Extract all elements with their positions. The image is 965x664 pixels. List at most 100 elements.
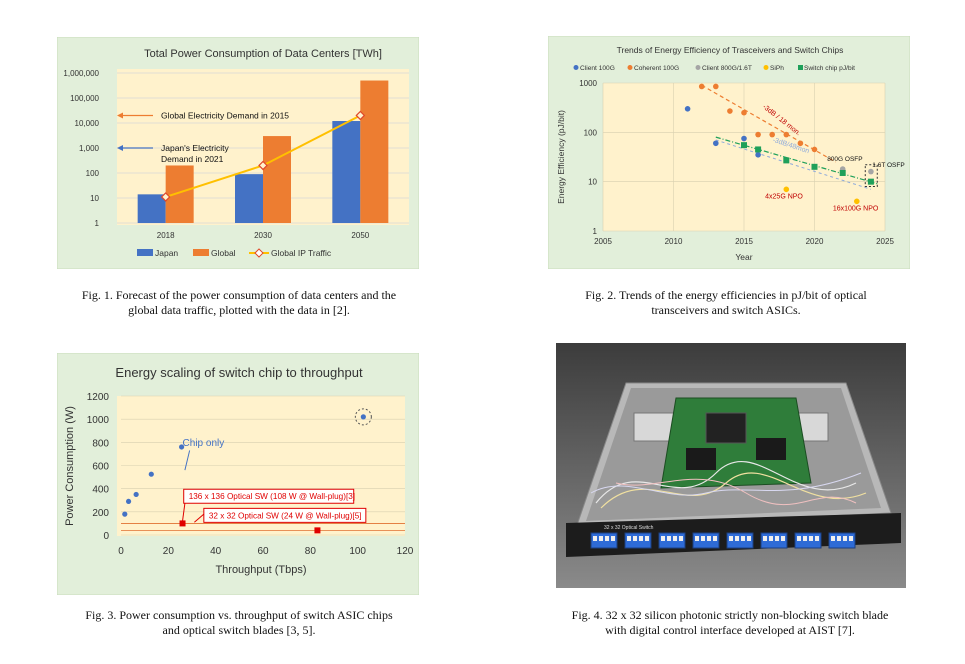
fig2-y-tick-label: 1: [593, 227, 598, 236]
fig3-x-tick-label: 60: [257, 546, 269, 557]
fig3-y-tick-label: 200: [92, 508, 109, 519]
fig2-annotation-16x100g: 16x100G NPO: [833, 206, 879, 213]
fiber-port-slot: [713, 536, 717, 541]
fiber-port-slot: [701, 536, 705, 541]
fig2-point-switch: [783, 157, 790, 164]
fiber-port: [828, 532, 856, 549]
fig1-legend: Japan Global Global IP Traffic: [137, 248, 332, 258]
fig2-annotation-16t: 1.6T OSFP: [872, 162, 904, 169]
fig2-x-tick-label: 2010: [665, 237, 683, 246]
fig2-ticks: 1 10 100 1000 2005 2010 2015 2020 2025: [579, 79, 894, 246]
fig3-y-tick-label: 0: [103, 531, 109, 542]
fiber-port-slot: [849, 536, 853, 541]
fig2-legend-marker: [798, 65, 803, 70]
fig1-x-tick-label: 2018: [157, 231, 175, 240]
fiber-port-row: [590, 532, 856, 549]
fig2-legend-marker: [573, 65, 579, 70]
fiber-port-slot: [763, 536, 767, 541]
fig2-point: [684, 105, 691, 112]
fig2-point: [769, 131, 775, 138]
fiber-port-slot: [815, 536, 819, 541]
fiber-port-slot: [679, 536, 683, 541]
fig3-ticks: 0 200 400 600 800 1000 1200 0 20 40 60 80 100 120: [87, 392, 414, 557]
fiber-port-slot: [611, 536, 615, 541]
fiber-port-slot: [775, 536, 779, 541]
fiber-port-slot: [797, 536, 801, 541]
fiber-port: [658, 532, 686, 549]
fig2-point: [727, 108, 733, 114]
fig1-bar-global: [360, 80, 389, 223]
fig1-caption: Fig. 1. Forecast of the power consumptio…: [40, 288, 438, 318]
fig1-caption-line1: Fig. 1. Forecast of the power consumptio…: [81, 288, 397, 302]
fig1-traffic-marker: [258, 160, 268, 171]
fig3-highlight-ring: [354, 408, 372, 426]
fig4-caption-line2: with digital control interface developed…: [605, 623, 855, 637]
fig2-caption-line1: Fig. 2. Trends of the energy efficiencie…: [585, 288, 867, 302]
fig3-annotation-box: [203, 507, 367, 523]
fig1-annotation-label: Japan's Electricity: [161, 143, 230, 153]
fiber-port: [760, 532, 788, 549]
fig1-x-tick-label: 2030: [254, 231, 272, 240]
fiber-port-slot: [645, 536, 649, 541]
fig1-annotations: Global Electricity Demand in 2015 Japan's…: [117, 110, 289, 164]
fig2-gridlines: [602, 82, 886, 232]
fiber-port-slot: [667, 536, 671, 541]
fig3-annotation-136: 136 x 136 Optical SW (108 W @ Wall-plug)…: [189, 492, 355, 501]
fig1-bars: [137, 80, 389, 223]
fig3-ylabel: Power Consumption (W): [64, 406, 76, 526]
fig2-point: [741, 135, 747, 142]
fig1-arrow-head: [117, 112, 123, 119]
fiber-port-slot: [803, 536, 807, 541]
fig2-point: [698, 83, 705, 90]
fiber-port-slot: [605, 536, 609, 541]
fig1-x-tick-label: 2050: [351, 231, 369, 240]
fig1-chart: Total Power Consumption of Data Centers …: [57, 37, 419, 269]
fig3-annotation-box: [183, 488, 355, 504]
fig2-point: [783, 186, 790, 193]
fig1-legend-swatch: [193, 249, 209, 256]
fig1-x-ticks: 2018 2030 2050: [157, 231, 370, 240]
fig1-y-ticks: 1 10 100 1,000 10,000 100,000 1,000,000: [63, 69, 99, 228]
fiber-port-slot: [831, 536, 835, 541]
fig2-legend-label: Client 800G/1.6T: [702, 65, 752, 72]
fig2-x-tick-label: 2015: [735, 237, 753, 246]
fig1-y-tick-label: 1,000: [79, 144, 100, 153]
fiber-port: [590, 532, 618, 549]
fiber-port-slot: [661, 536, 665, 541]
fiber-port-slot: [707, 536, 711, 541]
fig2-y-tick-label: 1000: [579, 79, 597, 88]
fig1-y-tick-label: 1,000,000: [63, 69, 99, 78]
fig2-caption: Fig. 2. Trends of the energy efficiencie…: [520, 288, 932, 318]
fiber-port-slot: [729, 536, 733, 541]
fiber-port-slot: [735, 536, 739, 541]
fig2-point-switch: [811, 163, 818, 170]
fig2-point: [868, 168, 874, 175]
fig2-caption-line2: transceivers and switch ASICs.: [651, 303, 801, 317]
fig1-y-tick-label: 1: [95, 219, 100, 228]
fiber-port-slot: [673, 536, 677, 541]
fig2-point: [854, 198, 860, 205]
fiber-port: [726, 532, 754, 549]
fig3-x-tick-label: 20: [163, 546, 175, 557]
fig1-y-tick-label: 10,000: [75, 119, 100, 128]
fiber-port-slot: [599, 536, 603, 541]
fig3-caption: Fig. 3. Power consumption vs. throughput…: [35, 608, 443, 638]
fig1-legend-label: Global: [211, 248, 236, 258]
fig1-y-tick-label: 10: [90, 194, 99, 203]
fig4-panel-label: 32 x 32 Optical Switch: [604, 525, 654, 531]
fig1-bar-global: [165, 165, 194, 223]
fig2-point: [797, 140, 804, 147]
fiber-port-slot: [843, 536, 847, 541]
fig1-bar-japan: [137, 194, 166, 223]
fig3-y-tick-label: 1200: [87, 392, 110, 403]
fig4-photo: 32 x 32 Optical Switch: [556, 343, 906, 588]
fig2-point: [713, 83, 719, 90]
fiber-port-slot: [747, 536, 751, 541]
fig1-bar-japan: [332, 121, 361, 223]
fig1-caption-line2: global data traffic, plotted with the da…: [128, 303, 350, 317]
fiber-port-slot: [837, 536, 841, 541]
fig2-point-switch: [741, 142, 747, 149]
fig3-annotation-arrow: [184, 450, 191, 471]
fig2-point: [811, 146, 818, 153]
fig2-point-switch: [867, 178, 874, 185]
